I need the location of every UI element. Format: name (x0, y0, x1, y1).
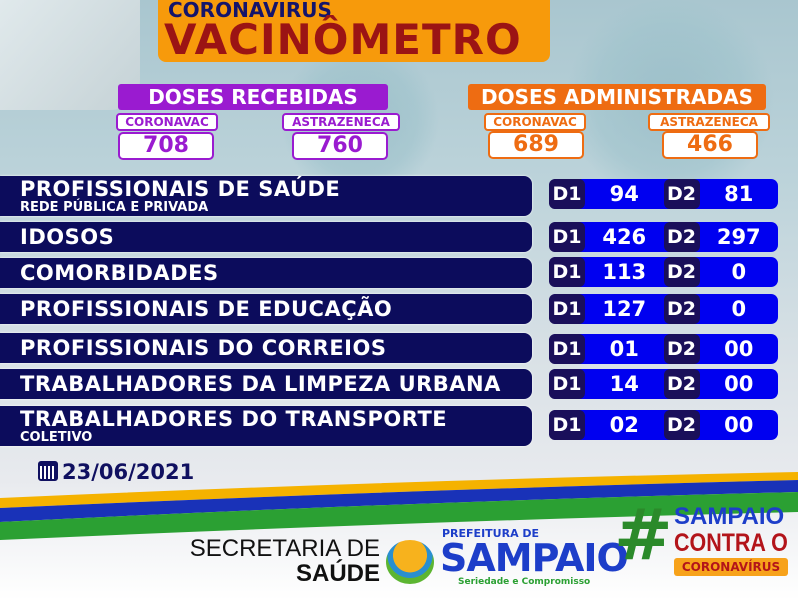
page-title: VACINÔMETRO (164, 15, 522, 64)
d1-tag: D1 (549, 222, 585, 252)
group-row: PROFISSIONAIS DE EDUCAÇÃO (0, 294, 532, 324)
secretaria-logo: SECRETARIA DE SAÚDE (184, 536, 380, 586)
group-subtitle: REDE PÚBLICA E PRIVADA (20, 200, 209, 215)
d1-tag: D1 (549, 179, 585, 209)
date-text: 23/06/2021 (62, 460, 195, 484)
d1-value: 14 (609, 372, 639, 396)
title-kicker: CORONAVIRUS (168, 0, 332, 22)
city-name: SAMPAIO (440, 536, 629, 580)
d2-tag: D2 (663, 257, 700, 287)
administered-heading: DOSES ADMINISTRADAS (468, 84, 766, 110)
d2-value: 297 (716, 225, 761, 249)
health-logo-icon (386, 540, 434, 584)
group-subtitle: COLETIVO (20, 430, 93, 445)
received-coronavac-value: 708 (118, 132, 214, 160)
d1-value: 426 (602, 225, 647, 249)
administered-coronavac-label: CORONAVAC (484, 113, 586, 131)
group-row: PROFISSIONAIS DO CORREIOS (0, 333, 532, 363)
group-row: PROFISSIONAIS DE SAÚDE REDE PÚBLICA E PRI… (0, 176, 532, 216)
flag-stripes (0, 472, 798, 540)
group-name: PROFISSIONAIS DE EDUCAÇÃO (20, 297, 393, 321)
group-name: PROFISSIONAIS DO CORREIOS (20, 336, 387, 360)
administered-astrazeneca-label: ASTRAZENECA (648, 113, 770, 131)
d1-tag: D1 (549, 334, 585, 364)
dose-counts: D1 127 D2 0 (549, 294, 778, 324)
d1-value: 94 (609, 182, 639, 206)
dose-counts: D1 01 D2 00 (549, 334, 778, 364)
d2-value: 0 (731, 297, 747, 321)
dose-counts: D1 426 D2 297 (549, 222, 778, 252)
dose-counts: D1 02 D2 00 (549, 410, 778, 440)
d1-tag: D1 (549, 294, 585, 324)
d1-value: 02 (609, 413, 639, 437)
group-name: TRABALHADORES DO TRANSPORTE (20, 407, 448, 431)
prefeitura-label: PREFEITURA DE (442, 527, 540, 540)
received-heading: DOSES RECEBIDAS (118, 84, 388, 110)
d2-tag: D2 (663, 369, 700, 399)
group-row: IDOSOS (0, 222, 532, 252)
group-name: COMORBIDADES (20, 261, 219, 285)
group-name: TRABALHADORES DA LIMPEZA URBANA (20, 372, 501, 396)
group-name: IDOSOS (20, 225, 115, 249)
group-name: PROFISSIONAIS DE SAÚDE (20, 177, 341, 201)
title-banner (158, 0, 550, 62)
d1-value: 113 (602, 260, 647, 284)
d2-value: 0 (731, 260, 747, 284)
d2-tag: D2 (663, 222, 700, 252)
secretaria-line1: SECRETARIA DE (189, 535, 380, 562)
campaign-line1: SAMPAIO (674, 503, 785, 530)
d2-tag: D2 (663, 334, 700, 364)
d2-value: 00 (724, 337, 754, 361)
d2-value: 00 (724, 413, 754, 437)
received-astrazeneca-label: ASTRAZENECA (282, 113, 400, 131)
hashtag-symbol: # (614, 500, 672, 570)
administered-astrazeneca-value: 466 (662, 131, 758, 159)
d1-value: 127 (602, 297, 647, 321)
received-coronavac-label: CORONAVAC (116, 113, 218, 131)
campaign-line3: CORONAVÍRUS (674, 558, 788, 576)
d1-tag: D1 (549, 369, 585, 399)
received-astrazeneca-value: 760 (292, 132, 388, 160)
slogan: Seriedade e Compromisso (458, 577, 591, 587)
d2-tag: D2 (663, 179, 700, 209)
dose-counts: D1 14 D2 00 (549, 369, 778, 399)
d1-tag: D1 (549, 410, 585, 440)
d2-value: 00 (724, 372, 754, 396)
d2-tag: D2 (663, 410, 700, 440)
d1-value: 01 (609, 337, 639, 361)
group-row: COMORBIDADES (0, 258, 532, 288)
secretaria-line2: SAÚDE (295, 560, 380, 587)
administered-coronavac-value: 689 (488, 131, 584, 159)
d2-tag: D2 (663, 294, 700, 324)
calendar-icon (38, 461, 58, 481)
dose-counts: D1 94 D2 81 (549, 179, 778, 209)
date: 23/06/2021 (38, 460, 194, 484)
d2-value: 81 (724, 182, 754, 206)
dose-counts: D1 113 D2 0 (549, 257, 778, 287)
group-row: TRABALHADORES DO TRANSPORTE COLETIVO (0, 406, 532, 446)
d1-tag: D1 (549, 257, 585, 287)
mask-image (0, 0, 140, 110)
campaign-line2: CONTRA O (674, 529, 788, 557)
group-row: TRABALHADORES DA LIMPEZA URBANA (0, 369, 532, 399)
